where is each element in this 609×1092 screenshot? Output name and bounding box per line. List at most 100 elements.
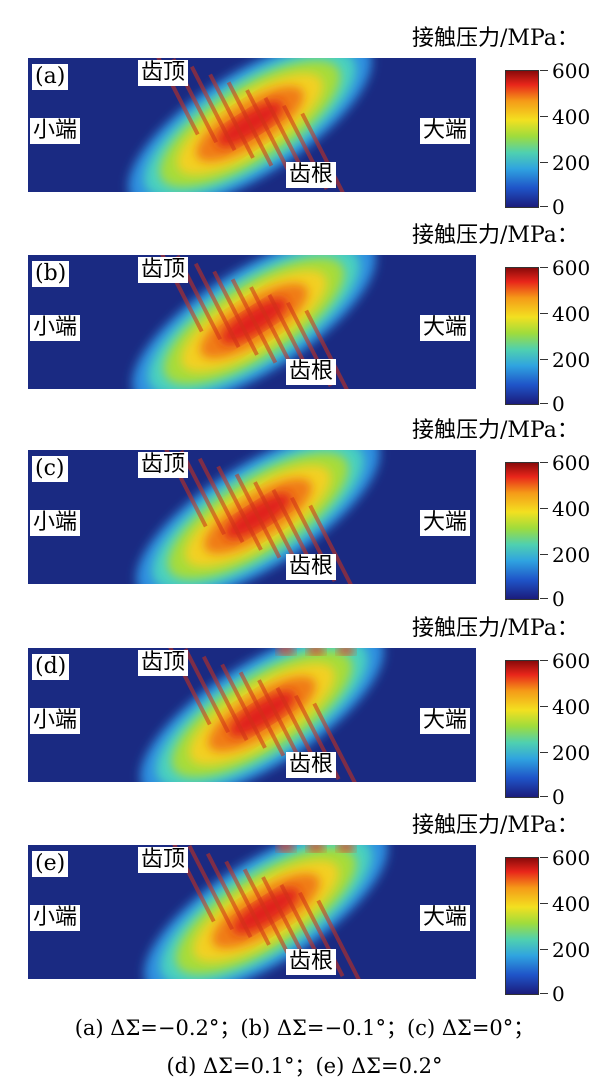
colorbar-tick-label: 400 [552, 105, 591, 129]
pressure-stripe [226, 81, 274, 167]
edge-contact-spot [307, 648, 325, 655]
colorbar-tick-label: 400 [552, 497, 591, 521]
pressure-stripe [238, 671, 286, 757]
large-end-label: 大端 [419, 905, 470, 931]
tooth-root-label: 齿根 [286, 554, 337, 580]
pressure-stripe [212, 270, 259, 356]
tooth-top-label: 齿顶 [138, 257, 189, 283]
pressure-stripe [201, 655, 249, 741]
contact-pattern-svg [132, 255, 376, 389]
colorbar [505, 462, 539, 600]
large-end-label: 大端 [419, 708, 470, 734]
colorbar-tick [540, 903, 548, 904]
pressure-stripe [234, 473, 282, 559]
small-end-label: 小端 [30, 510, 81, 536]
edge-contact-spot [277, 648, 295, 655]
pressure-stripe [205, 852, 253, 938]
colorbar [505, 857, 539, 995]
colorbar-tick [540, 206, 548, 207]
small-end-label: 小端 [30, 315, 81, 341]
colorbar-tick-label: 0 [552, 982, 565, 1006]
panel-id-label: (c) [32, 456, 68, 482]
contact-pattern-svg [128, 58, 372, 192]
colorbar-tick [540, 162, 548, 163]
colorbar-tick [540, 116, 548, 117]
large-end-label: 大端 [419, 510, 470, 536]
contact-pressure-panel: 接触压力/MPa： (a) 齿顶 小端 大端 齿根 600 400 200 0 [0, 14, 609, 217]
edge-contact-spot [307, 845, 325, 852]
contact-pattern-svg [140, 648, 384, 782]
contact-pattern-plot: (c) 齿顶小端 大端齿根 [28, 450, 476, 584]
colorbar-tick-label: 200 [552, 938, 591, 962]
pressure-stripe [249, 286, 296, 372]
large-end-label: 大端 [419, 118, 470, 144]
colorbar [505, 267, 539, 405]
pressure-stripe [230, 278, 278, 364]
colorbar-tick-label: 400 [552, 892, 591, 916]
colorbar-tick [540, 403, 548, 404]
colorbar-tick [540, 554, 548, 555]
pressure-stripe [253, 481, 300, 567]
pressure-stripe [220, 663, 267, 749]
caption-line-1: (a) ΔΣ=−0.2°；(b) ΔΣ=−0.1°；(c) ΔΣ=0°； [74, 1016, 535, 1040]
contact-pressure-panel: 接触压力/MPa： (e) 齿顶小端 大端齿根 600 400 200 0 [0, 801, 609, 1004]
colorbar-tick-label: 0 [552, 587, 565, 611]
pressure-stripe [242, 868, 290, 954]
contact-pattern-plot: (e) 齿顶小端 大端齿根 [28, 845, 476, 979]
contact-pressure-panel: 接触压力/MPa： (b) 齿顶 小端 大端 齿根 600 400 200 0 [0, 211, 609, 414]
pressure-stripe [187, 845, 234, 931]
colorbar-tick [540, 993, 548, 994]
tooth-top-label: 齿顶 [138, 452, 189, 478]
colorbar-tick [540, 70, 548, 71]
contact-pattern-plot: (a) 齿顶 小端 大端 齿根 [28, 58, 476, 192]
pressure-stripe [312, 702, 359, 782]
colorbar-title: 接触压力/MPa： [412, 223, 579, 248]
colorbar [505, 70, 539, 208]
colorbar-tick-label: 600 [552, 649, 591, 673]
colorbar-tick [540, 752, 548, 753]
tooth-top-label: 齿顶 [138, 847, 189, 873]
colorbar-tick [540, 949, 548, 950]
colorbar-tick [540, 462, 548, 463]
pressure-stripe [224, 860, 271, 946]
colorbar-tick-label: 0 [552, 392, 565, 416]
pressure-stripe [197, 457, 245, 543]
panel-id-label: (e) [32, 851, 69, 877]
colorbar-tick-label: 200 [552, 741, 591, 765]
colorbar-tick [540, 508, 548, 509]
colorbar-tick-label: 0 [552, 785, 565, 809]
panel-id-label: (d) [32, 654, 70, 680]
tooth-root-label: 齿根 [286, 359, 337, 385]
colorbar-title: 接触压力/MPa： [412, 418, 579, 443]
pressure-stripe [208, 73, 255, 159]
colorbar-tick [540, 796, 548, 797]
colorbar-tick [540, 660, 548, 661]
colorbar-title: 接触压力/MPa： [412, 813, 579, 838]
colorbar-tick-label: 200 [552, 151, 591, 175]
small-end-label: 小端 [30, 905, 81, 931]
colorbar-tick-label: 600 [552, 59, 591, 83]
caption-line-2: (d) ΔΣ=0.1°；(e) ΔΣ=0.2° [166, 1054, 443, 1078]
pressure-stripe [193, 262, 241, 348]
contact-pressure-panel: 接触压力/MPa： (c) 齿顶小端 大端齿根 600 400 200 0 [0, 406, 609, 609]
pressure-stripe [183, 648, 230, 734]
colorbar-tick-label: 200 [552, 348, 591, 372]
colorbar-tick-label: 600 [552, 846, 591, 870]
pressure-stripe [308, 504, 355, 584]
pressure-stripe [257, 679, 304, 765]
colorbar-title: 接触压力/MPa： [412, 26, 579, 51]
pressure-stripe [304, 309, 351, 389]
contact-pattern-plot: (b) 齿顶 小端 大端 齿根 [28, 255, 476, 389]
colorbar-tick-label: 200 [552, 543, 591, 567]
colorbar-tick-label: 600 [552, 451, 591, 475]
colorbar-tick [540, 598, 548, 599]
colorbar-tick-label: 400 [552, 302, 591, 326]
tooth-root-label: 齿根 [286, 949, 337, 975]
pressure-stripe [300, 112, 347, 192]
pressure-stripe [245, 89, 292, 175]
small-end-label: 小端 [30, 708, 81, 734]
colorbar-title: 接触压力/MPa： [412, 616, 579, 641]
panel-id-label: (a) [32, 64, 69, 90]
colorbar-tick-label: 0 [552, 195, 565, 219]
panel-id-label: (b) [32, 261, 70, 287]
